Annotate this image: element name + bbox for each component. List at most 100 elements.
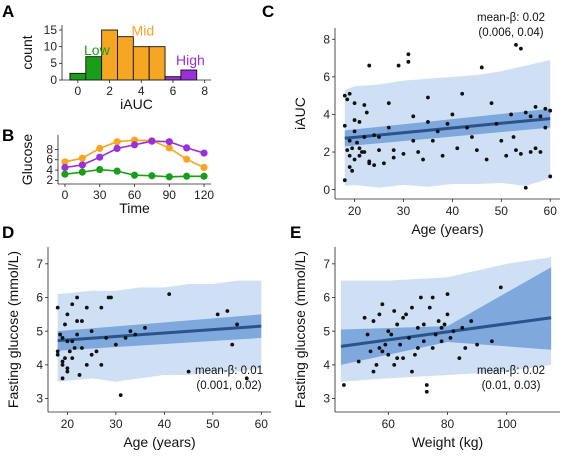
- panel-letter-a: A: [2, 2, 14, 21]
- x-tick-label: 2: [106, 84, 113, 98]
- data-point: [65, 369, 70, 374]
- panel-e-glucose-vs-weight: mean-β: 0.02 (0.01, 0.03) 60 80 100 3 4 5 6 7 Weig…: [292, 247, 560, 450]
- data-point: [99, 362, 104, 367]
- y-tick-label: 2: [323, 145, 330, 159]
- data-point: [356, 359, 361, 364]
- y-tick-label: 6: [46, 153, 53, 167]
- data-point: [342, 93, 347, 98]
- series-point: [96, 165, 104, 174]
- group-label: Mid: [132, 23, 155, 39]
- data-point: [342, 123, 347, 128]
- data-point: [123, 336, 128, 340]
- data-point: [511, 135, 516, 139]
- data-point: [60, 376, 65, 381]
- data-point: [104, 336, 109, 340]
- panel-d-glucose-vs-age: mean-β: 0.01 (0.001, 0.02) 20 30 40 50 60 3 4 5 6 7…: [5, 247, 271, 450]
- data-point: [55, 349, 60, 354]
- data-point: [494, 121, 499, 126]
- data-point: [60, 362, 65, 367]
- data-point: [445, 121, 450, 126]
- data-point: [439, 339, 444, 344]
- data-point: [475, 342, 480, 347]
- data-point: [421, 322, 426, 327]
- series-point: [200, 172, 208, 180]
- x-tick-label: 0: [75, 84, 82, 98]
- data-point: [448, 336, 453, 340]
- group-label: High: [176, 52, 205, 68]
- data-point: [377, 135, 381, 139]
- series-point: [130, 141, 139, 149]
- y-tick-label: 4: [36, 358, 43, 372]
- beta-annotation: (0.01, 0.03): [482, 380, 541, 392]
- data-point: [70, 302, 75, 307]
- panel-letter-d: D: [2, 223, 14, 242]
- data-point: [350, 168, 355, 173]
- data-point: [430, 138, 435, 143]
- data-point: [421, 339, 426, 344]
- data-point: [460, 325, 465, 330]
- data-point: [352, 118, 357, 122]
- series-point: [165, 173, 173, 181]
- data-point: [345, 148, 350, 153]
- data-point: [347, 165, 352, 169]
- series-point: [78, 154, 86, 162]
- data-point: [235, 322, 239, 327]
- y-tick-label: 2: [46, 173, 53, 187]
- x-tick-label: 30: [397, 204, 411, 218]
- data-point: [439, 325, 444, 330]
- y-tick-label: 3: [36, 392, 43, 406]
- data-point: [509, 112, 513, 117]
- data-point: [518, 152, 523, 156]
- data-point: [415, 325, 420, 330]
- data-point: [109, 295, 113, 300]
- data-point: [371, 369, 376, 374]
- histogram-bar: [117, 36, 134, 81]
- y-tick-label: 4: [323, 358, 330, 372]
- series-point: [148, 172, 156, 180]
- y-tick-label: 5: [323, 324, 330, 338]
- data-point: [347, 91, 352, 96]
- data-point: [479, 65, 484, 70]
- data-point: [89, 352, 94, 357]
- data-point: [465, 125, 469, 130]
- x-tick-label: 60: [128, 188, 142, 202]
- data-point: [504, 153, 509, 158]
- series-point: [96, 153, 104, 161]
- data-point: [65, 366, 70, 371]
- data-point: [65, 339, 70, 344]
- data-point: [469, 319, 474, 323]
- x-tick-label: 60: [382, 417, 396, 431]
- series-point: [200, 163, 208, 172]
- data-point: [498, 285, 503, 290]
- y-tick-label: 5: [50, 56, 57, 70]
- data-point: [167, 292, 172, 297]
- data-point: [436, 319, 441, 323]
- x-tick-label: 8: [201, 84, 208, 98]
- data-point: [514, 43, 518, 47]
- data-point: [391, 155, 396, 160]
- data-point: [357, 120, 362, 124]
- panel-c-iauc-vs-age: mean-β: 0.02 (0.006, 0.04) 20 30 40 50 60 0 2 4 6 8…: [292, 12, 560, 237]
- x-tick-label: 40: [446, 204, 460, 218]
- histogram-bar: [164, 76, 182, 81]
- series-point: [183, 155, 191, 163]
- data-point: [463, 346, 468, 350]
- x-tick-label: 20: [348, 204, 362, 218]
- data-point: [347, 153, 352, 158]
- data-point: [89, 329, 94, 334]
- y-axis-title: Fasting glucose (mmol/L): [292, 251, 308, 408]
- series-point: [183, 144, 191, 152]
- data-point: [357, 153, 362, 158]
- data-point: [113, 342, 118, 347]
- data-point: [355, 140, 359, 145]
- series-point: [61, 158, 69, 166]
- x-axis-title: Age (years): [123, 434, 195, 450]
- x-tick-label: 60: [255, 417, 269, 431]
- data-point: [451, 329, 456, 334]
- beta-annotation: mean-β: 0.02: [477, 365, 545, 377]
- data-point: [94, 349, 99, 354]
- series-point: [61, 170, 69, 178]
- x-tick-label: 90: [163, 188, 177, 202]
- x-tick-label: 4: [138, 84, 145, 98]
- data-point: [404, 312, 408, 317]
